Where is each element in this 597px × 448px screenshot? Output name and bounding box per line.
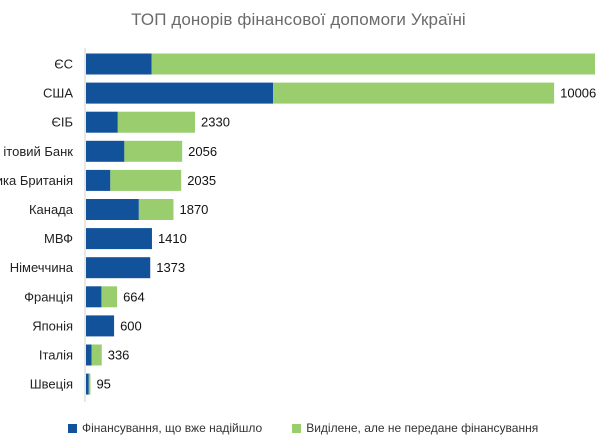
category-label: США [43,86,73,101]
category-label: ика Британія [0,173,73,188]
category-label: Японія [32,318,73,333]
bar-segment-received [86,373,89,395]
bar-segment-received [86,82,274,104]
data-label: 2035 [187,173,216,188]
bars-layer: ЄС1088США10006ЄІБ2330ітовий Банк2056ика … [0,53,596,395]
data-label: 1410 [158,231,187,246]
data-label: 600 [120,318,142,333]
category-label: ітовий Банк [3,144,73,159]
bar-segment-allocated [110,169,182,191]
legend-swatch-allocated [292,423,302,433]
category-label: МВФ [44,231,73,246]
bar-segment-received [86,199,139,220]
bar-segment-allocated [88,373,91,395]
bar-segment-received [86,140,125,162]
bar-segment-allocated [273,82,555,104]
data-label: 1373 [156,260,185,275]
bar-segment-allocated [138,199,174,220]
bar-segment-allocated [124,140,183,162]
bar-segment-received [86,53,152,75]
bar-segment-received [86,111,118,133]
data-label: 336 [108,348,130,363]
bar-segment-allocated [91,344,102,366]
category-label: Швеція [30,377,73,392]
data-label: 2330 [201,115,230,130]
data-label: 1870 [179,202,208,217]
bar-segment-allocated [117,111,196,133]
category-label: Канада [29,202,74,217]
bar-segment-received [86,169,111,191]
bar-segment-received [86,315,115,337]
data-label: 95 [96,377,110,392]
data-label: 2056 [188,144,217,159]
data-label: 10006 [560,86,596,101]
data-label: 664 [123,289,145,304]
legend-label-received: Фінансування, що вже надійшло [82,421,263,435]
bar-segment-received [86,286,102,308]
category-label: Німеччина [10,260,74,275]
chart-title: ТОП донорів фінансової допомоги Україні [131,10,466,29]
bar-segment-received [86,344,92,366]
category-label: ЄІБ [52,115,74,130]
category-label: Італія [39,348,73,363]
bar-segment-received [86,257,151,279]
legend-swatch-received [68,423,77,433]
legend-item-received: Фінансування, що вже надійшло [68,421,262,435]
bar-segment-allocated [101,286,118,308]
category-label: ЄС [54,57,73,72]
category-label: Франція [24,289,73,304]
legend-item-allocated: Виділене, але не передане фінансування [292,421,538,435]
legend-label-allocated: Виділене, але не передане фінансування [306,421,539,435]
legend: Фінансування, що вже надійшло Виділене, … [68,421,538,435]
bar-segment-allocated [151,53,595,75]
bar-segment-received [86,228,152,250]
